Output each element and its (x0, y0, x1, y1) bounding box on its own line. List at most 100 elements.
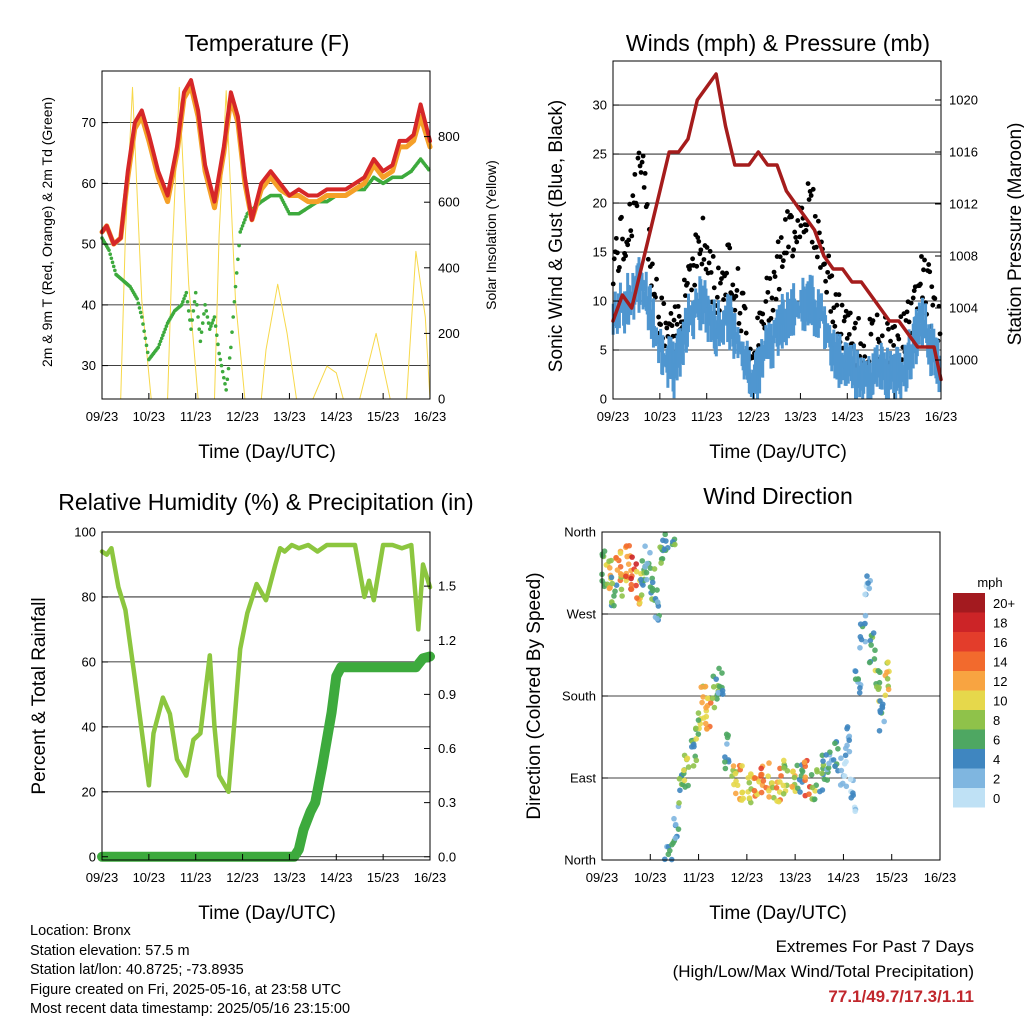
humidity-xtick-label: 12/23 (226, 870, 259, 885)
direction-point (739, 789, 745, 796)
dewpoint-point (199, 330, 204, 334)
dewpoint-point (189, 327, 193, 331)
humidity-y2tick-label: 0.0 (438, 849, 456, 864)
direction-point (864, 573, 870, 579)
gust-point (724, 270, 730, 276)
gust-point (919, 254, 924, 259)
direction-point (817, 788, 823, 795)
gust-point (789, 214, 794, 220)
gust-point (847, 310, 853, 316)
dewpoint-point (138, 310, 143, 315)
direction-point (776, 798, 782, 805)
dewpoint-point (142, 329, 146, 333)
temperature-frame (101, 70, 431, 400)
direction-ytick-label: North (564, 525, 596, 540)
humidity-panel: Relative Humidity (%) & Precipitation (i… (29, 489, 474, 924)
direction-point (773, 785, 780, 791)
gust-point (736, 321, 742, 326)
direction-xtick-label: 15/23 (875, 870, 908, 885)
direction-point (638, 592, 645, 598)
temperature-xtick-label: 11/23 (180, 409, 212, 424)
gust-point (704, 245, 710, 250)
winds-ytick-label: 20 (593, 196, 607, 211)
direction-point (732, 770, 739, 777)
humidity-ytick-label: 60 (82, 654, 96, 669)
gust-point (812, 213, 818, 219)
direction-point (716, 665, 722, 672)
gust-point (627, 201, 633, 207)
direction-point (713, 676, 719, 682)
winds-pressure-series (611, 72, 943, 382)
direction-point (877, 698, 883, 704)
direction-point (799, 767, 805, 773)
dewpoint-point (110, 260, 115, 265)
gust-point (645, 256, 651, 262)
direction-ticks: North East South West North 09/23 10/23 11/23 12… (562, 525, 956, 886)
gust-point (806, 197, 812, 203)
dewpoint-point (238, 230, 243, 234)
direction-point (733, 778, 739, 784)
direction-point (778, 773, 784, 779)
direction-point (765, 773, 771, 780)
gust-point (635, 155, 641, 161)
direction-point (642, 543, 648, 549)
gust-point (785, 209, 790, 214)
direction-point (693, 725, 699, 732)
direction-point (640, 582, 646, 588)
legend-swatch (953, 632, 985, 652)
direction-point (841, 760, 848, 767)
dewpoint-point (204, 309, 209, 313)
gust-point (681, 277, 687, 283)
humidity-xtick-label: 11/23 (180, 870, 212, 885)
humidity-ytick-label: 40 (82, 719, 96, 734)
direction-point (725, 732, 731, 739)
winds-y2tick-label: 1012 (949, 197, 978, 212)
gust-point (659, 295, 665, 301)
dewpoint-point (237, 243, 241, 248)
direction-point (823, 752, 829, 758)
gust-point (738, 328, 744, 334)
gust-point (692, 282, 698, 288)
direction-point (846, 748, 853, 755)
direction-point (608, 574, 615, 581)
gust-point (710, 254, 716, 259)
temperature-y2tick-label: 600 (438, 195, 460, 210)
gust-point (634, 203, 640, 209)
gust-point (632, 171, 638, 177)
winds-panel: Winds (mph) & Pressure (mb) Sonic Wind &… (546, 30, 1024, 463)
temperature-xtick-label: 14/23 (320, 409, 353, 424)
gust-point (623, 253, 629, 259)
direction-point (693, 736, 699, 742)
humidity-grid (102, 596, 430, 858)
dewpoint-point (210, 321, 214, 325)
direction-point (758, 765, 764, 772)
winds-ytick-label: 10 (593, 294, 607, 309)
direction-point (647, 565, 654, 571)
extremes-values: 77.1/49.7/17.3/1.11 (828, 987, 974, 1006)
gust-point (694, 263, 700, 269)
direction-points (599, 531, 892, 863)
gust-point (844, 335, 850, 341)
dewpoint-point (141, 322, 145, 326)
dewpoint-point (198, 339, 203, 344)
dewpoint-point (109, 256, 114, 261)
gust-point (755, 315, 760, 321)
humidity-xlabel: Time (Day/UTC) (198, 903, 336, 924)
direction-point (857, 644, 863, 651)
gust-point (742, 305, 748, 311)
humidity-y2tick-label: 1.2 (438, 633, 456, 648)
winds-ytick-label: 15 (593, 245, 607, 260)
direction-point (794, 762, 801, 769)
direction-point (651, 566, 658, 572)
direction-point (806, 791, 812, 797)
legend-label: 16 (993, 635, 1007, 650)
gust-point (868, 331, 874, 337)
gust-point (918, 281, 923, 287)
direction-point (639, 558, 646, 564)
gust-point (743, 330, 749, 336)
winds-xtick-label: 12/23 (737, 409, 770, 424)
dewpoint-point (159, 336, 164, 341)
solar-line (101, 86, 431, 400)
direction-point (732, 790, 739, 797)
gust-point (730, 282, 736, 288)
